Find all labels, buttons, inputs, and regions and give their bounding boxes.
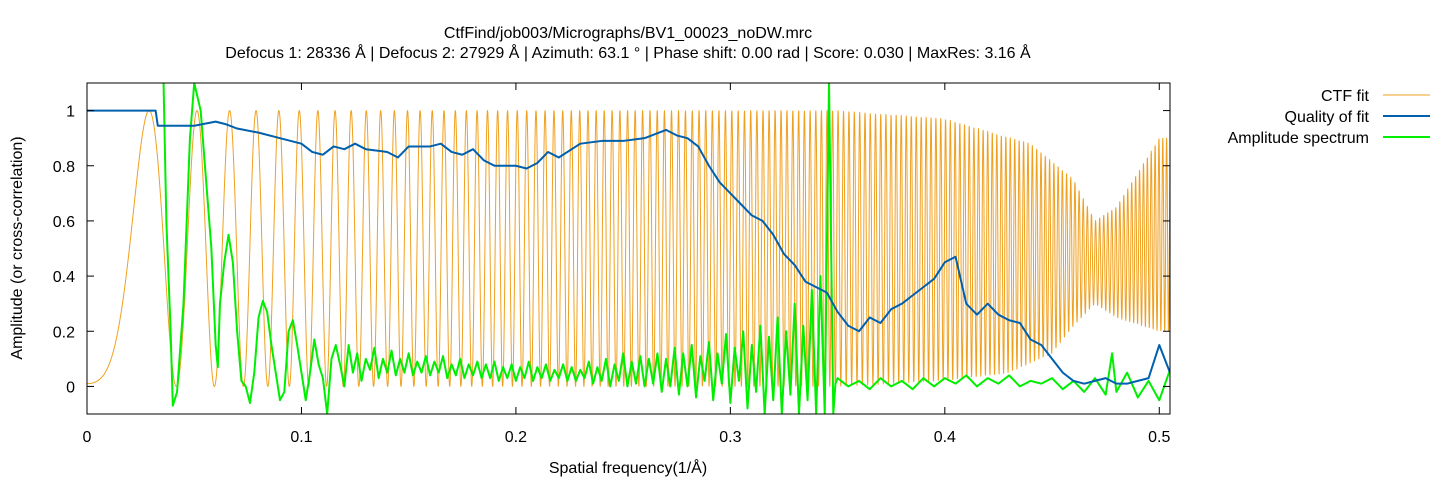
legend-label: CTF fit [1321,88,1370,105]
x-tick-label: 0.3 [719,429,741,446]
x-axis-label: Spatial frequency(1/Å) [549,458,707,477]
series-line-1 [87,109,1170,385]
y-tick-label: 1 [66,104,75,121]
x-tick-label: 0.4 [934,429,956,446]
x-tick-label: 0 [83,429,92,446]
plot-frame [86,82,1171,415]
series-line-2 [162,83,1170,414]
y-tick-label: 0 [66,379,75,396]
x-tick-label: 0.2 [505,429,527,446]
legend-label: Amplitude spectrum [1228,130,1369,147]
legend-label: Quality of fit [1285,109,1370,126]
x-tick-label: 0.1 [290,429,312,446]
y-axis-label: Amplitude (or cross-correlation) [9,136,26,359]
x-tick-label: 0.5 [1148,429,1170,446]
legend: CTF fit Quality of fit Amplitude spectrum [1228,88,1430,147]
series-line-0 [87,110,1170,387]
y-tick-label: 0.2 [53,324,75,341]
chart-title: CtfFind/job003/Micrographs/BV1_00023_noD… [444,25,812,42]
y-tick-label: 0.4 [53,269,75,286]
chart-subtitle: Defocus 1: 28336 Å | Defocus 2: 27929 Å … [225,43,1031,62]
y-tick-label: 0.8 [53,159,75,176]
y-tick-label: 0.6 [53,214,75,231]
